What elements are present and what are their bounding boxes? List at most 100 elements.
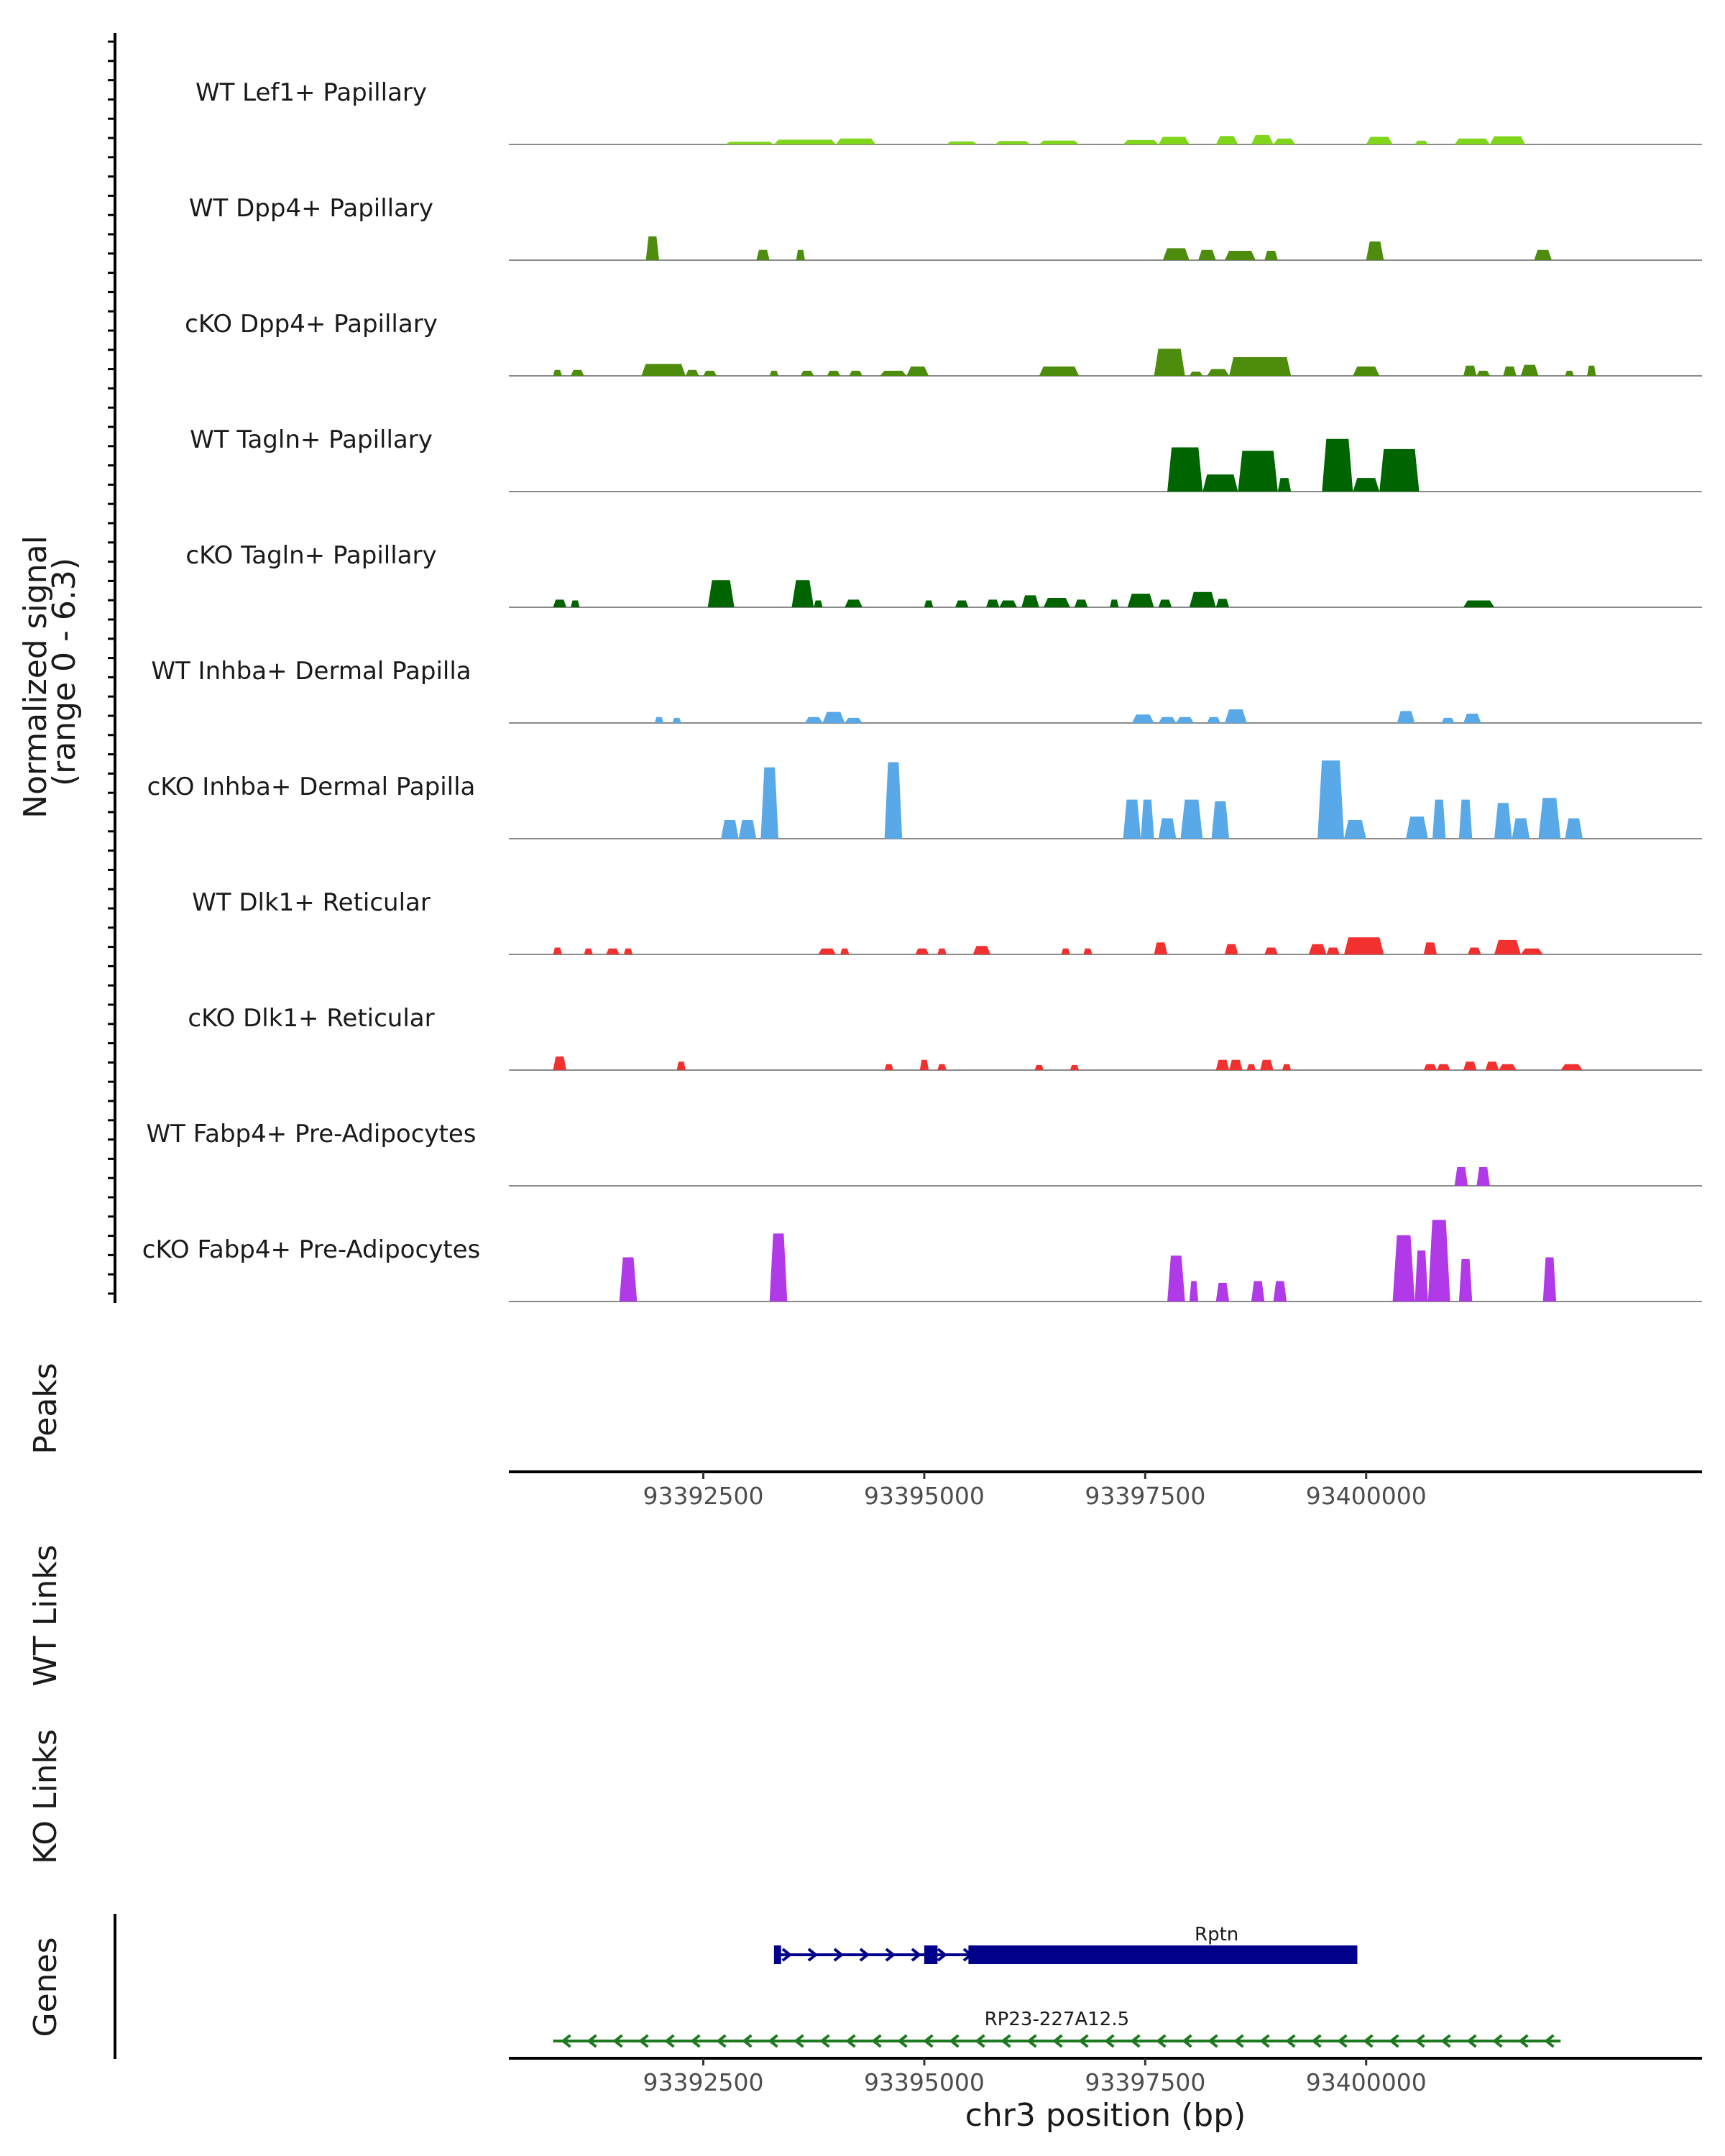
strand-arrow [819,2034,830,2048]
strand-arrow [871,2034,882,2048]
signal-peak [1189,372,1203,376]
y-axis-ticks [108,40,115,1295]
signal-peak [1215,1283,1230,1302]
signal-peak [707,580,735,607]
signal-peak [1366,137,1393,144]
strand-arrow [1389,2034,1399,2048]
signal-peak [1458,1258,1473,1302]
signal-peak [1198,249,1216,260]
signal-peak [915,948,929,954]
y-axis-title: Normalized signal (range 0 - 6.3) [17,525,83,819]
track-7: WT Dlk1+ Reticular [192,888,1702,955]
signal-peak [999,600,1017,607]
strand-arrow [807,1948,819,1962]
signal-peak [1189,591,1216,607]
signal-peak [1202,474,1238,492]
strand-arrow [923,2034,934,2048]
signal-peak [1512,818,1530,839]
track-4: cKO Tagln+ Papillary [185,541,1702,608]
strand-arrow [1285,2034,1296,2048]
signal-peak [769,370,778,376]
signal-peak [1207,717,1220,723]
signal-peak [553,369,562,376]
signal-peak [1468,947,1481,954]
signal-peak [1189,1281,1199,1302]
signal-peak [1538,798,1561,839]
signal-peak [836,138,876,144]
signal-peak [1021,595,1039,607]
strand-arrow [1518,2034,1529,2048]
signal-peak [1565,370,1574,376]
signal-peak [796,249,805,260]
strand-arrow [897,2034,908,2048]
track-label: cKO Tagln+ Papillary [185,541,436,570]
signal-peak [676,1061,686,1070]
signal-peak [571,369,584,376]
signal-peak [769,1233,788,1302]
track-3: WT Tagln+ Papillary [190,425,1702,492]
signal-peak [1476,370,1490,376]
x-tick-label: 93400000 [1306,2068,1427,2096]
signal-peak [1225,944,1238,954]
strand-arrow [1233,2034,1244,2048]
signal-peak [1503,367,1517,376]
signal-peak [849,370,862,376]
signal-peak [1414,1250,1428,1302]
track-label: WT Dpp4+ Papillary [189,194,433,223]
signal-peak [685,369,699,376]
strand-arrow [716,2034,727,2048]
signal-peak [584,948,593,954]
strand-arrow [1414,2034,1425,2048]
signal-peak [1229,1059,1243,1070]
signal-peak [1489,136,1526,144]
strand-arrow [781,1948,793,1962]
signal-peak [937,1064,947,1070]
signal-peak [986,599,1000,607]
strand-arrow [911,1948,922,1962]
signal-peak [1061,948,1070,954]
gene-name: Rptn [1195,1924,1238,1945]
signal-peak [1485,1061,1499,1070]
signal-peak [1463,1061,1477,1070]
strand-arrow [1156,2034,1167,2048]
strand-arrow [949,2034,960,2048]
signal-peak [946,141,978,144]
strand-arrow [612,2034,623,2048]
signal-peak [654,717,664,723]
track-label: WT Dlk1+ Reticular [192,888,431,917]
wt-links-panel-label: WT Links [27,1544,64,1686]
signal-peak [1225,709,1247,723]
strand-arrow [885,1948,896,1962]
track-6: cKO Inhba+ Dermal Papilla [147,760,1702,839]
peaks-x-axis-ticks: 93392500 93395000 93397500 93400000 [643,1472,1427,1510]
signal-peak [721,820,739,839]
signal-peak [1423,942,1438,954]
signal-peak [553,947,562,954]
signal-peak [1211,801,1230,839]
signal-peak [1110,599,1119,607]
signal-peak [738,820,757,839]
signal-peak [1308,944,1327,954]
signal-peak [1317,760,1344,839]
signal-peak [1458,799,1473,839]
strand-arrow [586,2034,597,2048]
signal-peak [1565,818,1583,839]
signal-peak [1587,365,1596,376]
signal-peak [845,599,862,607]
signal-peak [1207,369,1230,376]
track-8: cKO Dlk1+ Reticular [188,1004,1702,1071]
gene-1: RP23-227A12.5 [553,2009,1561,2048]
track-0: WT Lef1+ Papillary [196,78,1702,145]
signal-peak [1520,948,1543,954]
ko-links-panel-label: KO Links [27,1729,64,1864]
gene-0: Rptn [773,1924,1358,1964]
signal-peak [1158,137,1190,144]
strand-arrow [1078,2034,1089,2048]
gene-name: RP23-227A12.5 [985,2009,1130,2030]
track-label: cKO Dlk1+ Reticular [188,1004,434,1033]
track-10: cKO Fabp4+ Pre-Adipocytes [142,1220,1702,1302]
strand-arrow [1208,2034,1218,2048]
signal-peak [804,717,823,723]
strand-arrow [1466,2034,1477,2048]
